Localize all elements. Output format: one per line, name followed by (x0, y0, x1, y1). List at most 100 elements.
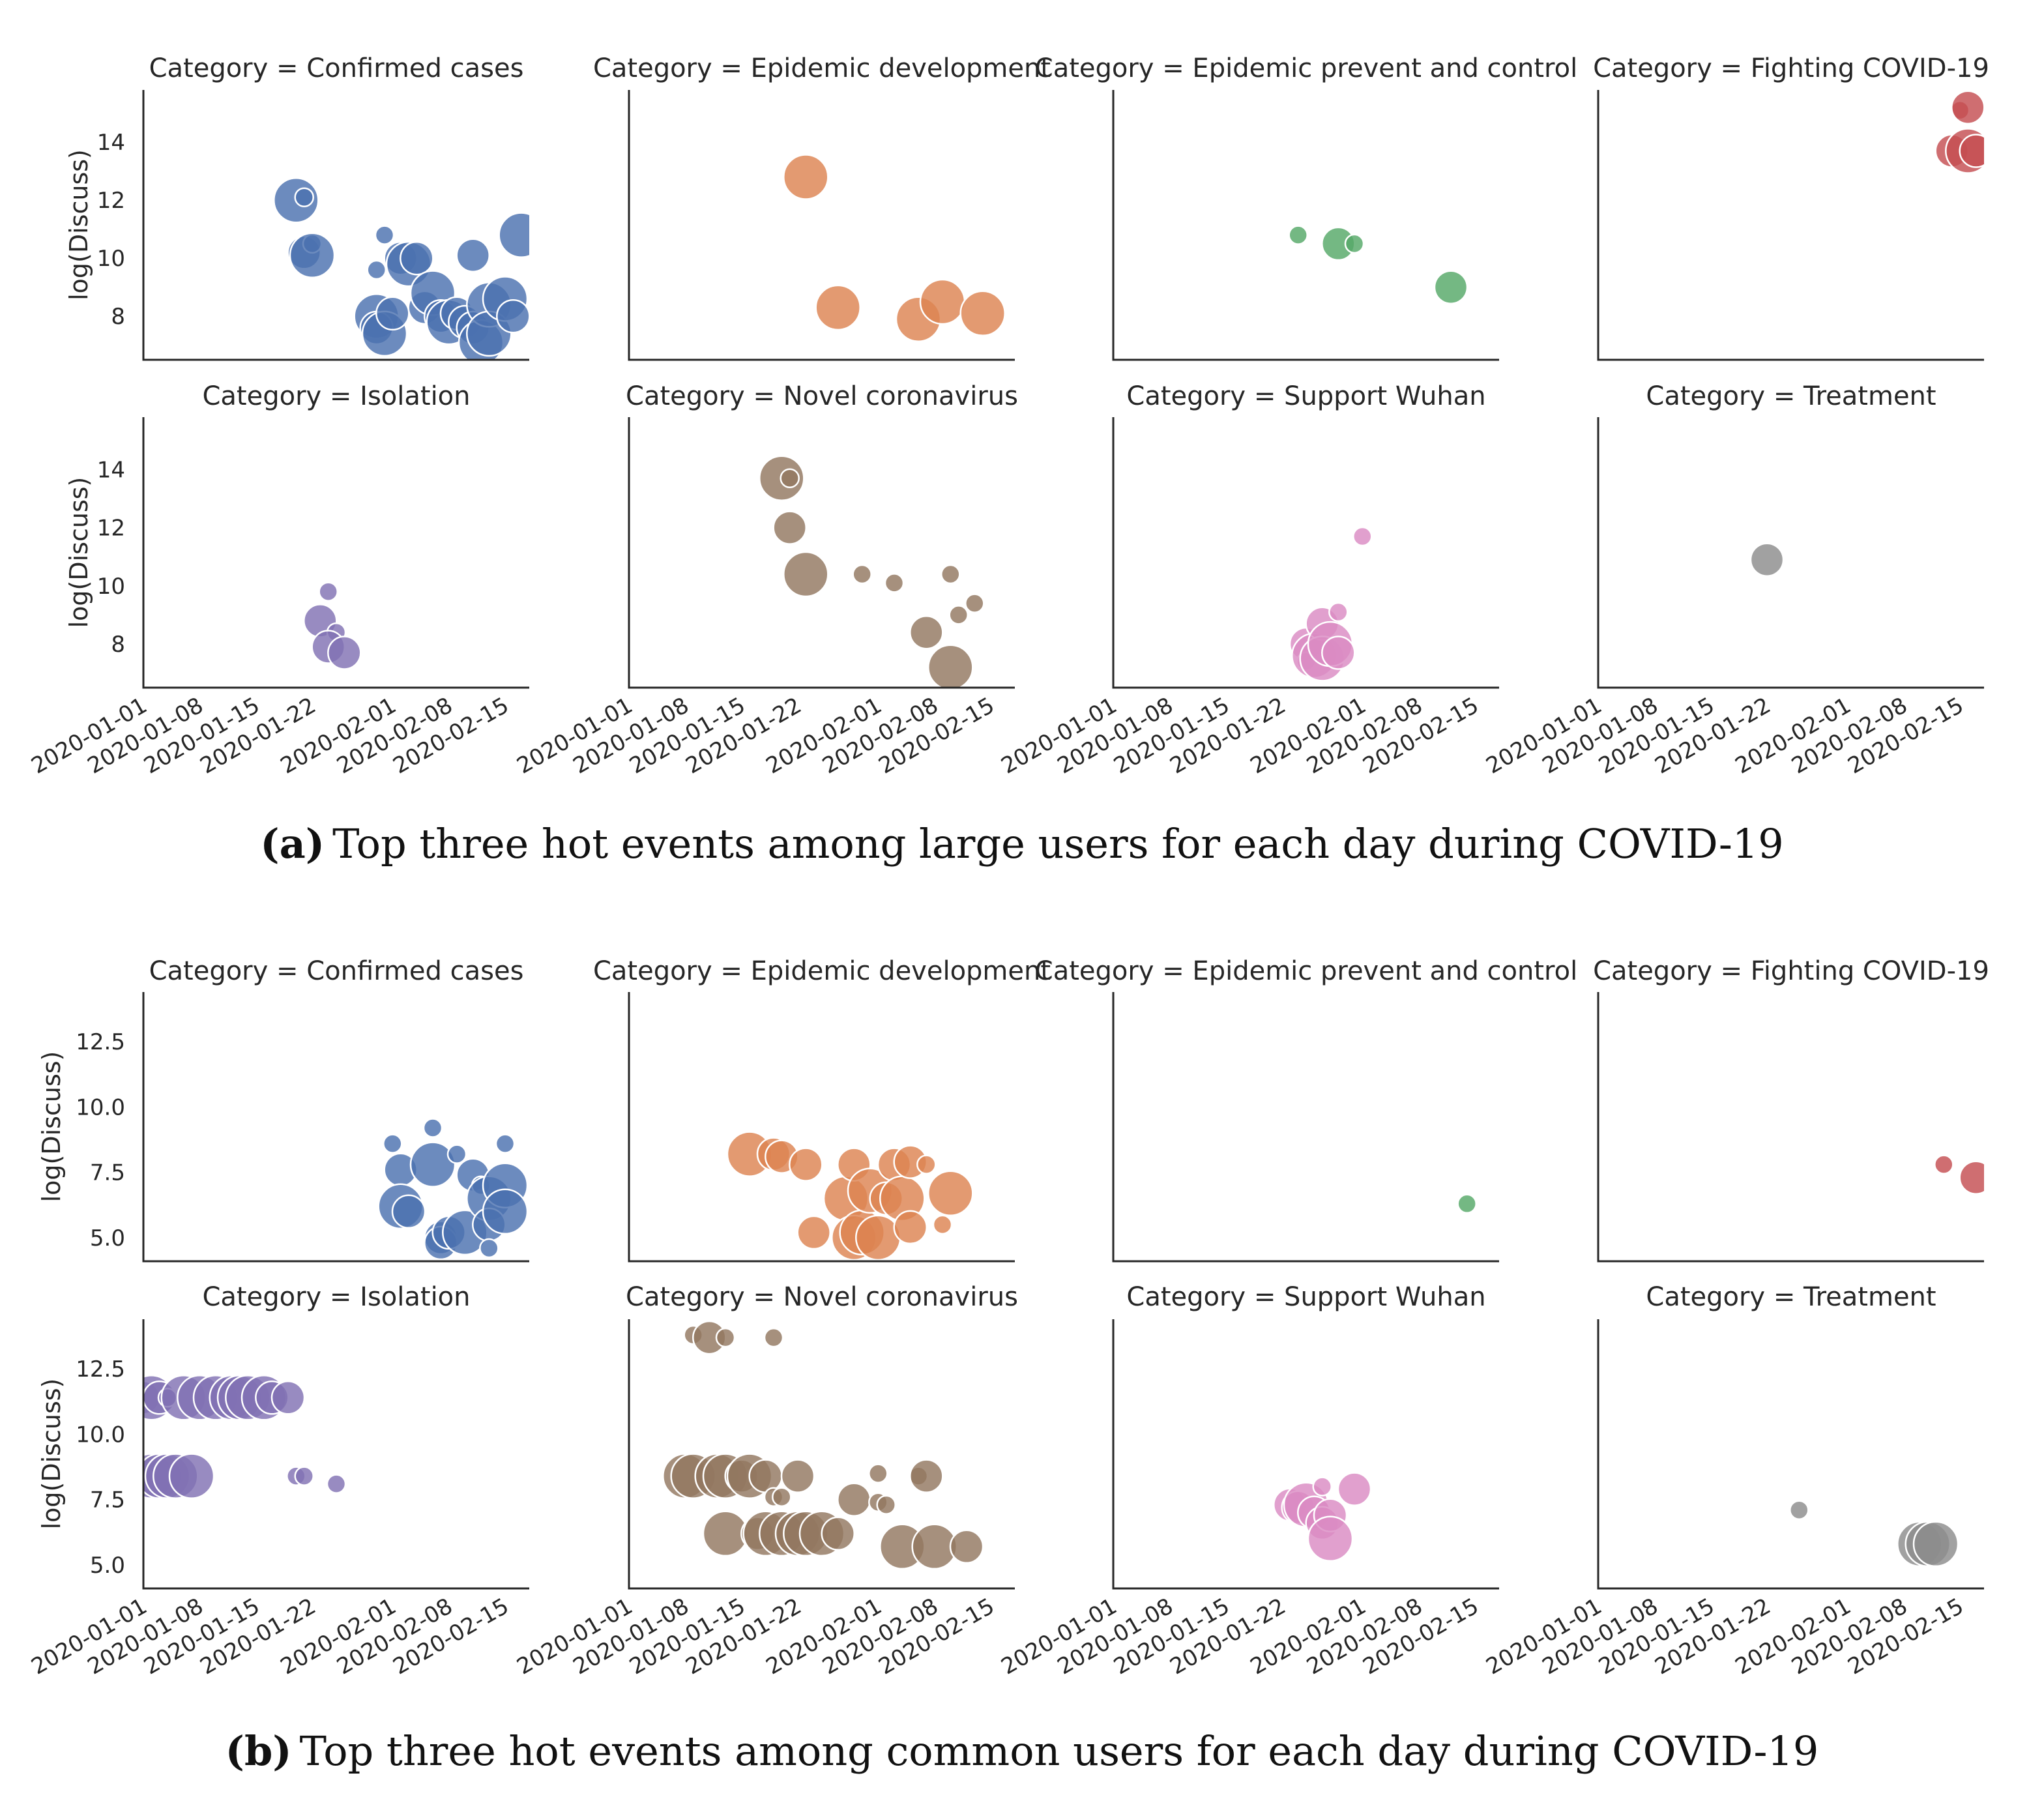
data-point (909, 615, 944, 650)
markers (303, 581, 362, 670)
panel-row2-col0: Category = Confirmed cases 5.0 7.5 10.0 12.5… (37, 956, 529, 1263)
data-point (375, 296, 410, 331)
y-tick-label: 12.5 (76, 1029, 125, 1055)
caption-b-letter: (b) (226, 1727, 292, 1775)
caption-a: (a) Top three hot events among large user… (260, 820, 1783, 868)
axis-spines (628, 1319, 1015, 1590)
y-tick-label: 10 (97, 246, 125, 272)
data-point (422, 1118, 443, 1138)
panel-row3-col2: Category = Support Wuhan2020-01-012020-0… (997, 1282, 1499, 1680)
panel-title: Category = Isolation (202, 381, 470, 411)
panel-title: Category = Epidemic development (593, 53, 1051, 83)
data-point (482, 1188, 529, 1235)
data-point (780, 1459, 815, 1493)
panel-title: Category = Novel coronavirus (626, 381, 1018, 411)
axis-spines (1112, 1319, 1499, 1590)
y-axis-label: log(Discuss) (37, 1379, 66, 1530)
axis-spines (628, 90, 1015, 361)
panel-title: Category = Confirmed cases (149, 956, 524, 986)
data-point (959, 290, 1006, 337)
markers (1789, 1500, 1959, 1568)
panel-title: Category = Isolation (202, 1282, 470, 1312)
panel-row1-col0: Category = Isolation8101214log(Discuss)2… (27, 381, 529, 780)
panel-row3-col0: Category = Isolation 5.0 7.5 10.0 12.5 log(Di… (27, 1282, 529, 1680)
data-point (715, 1327, 736, 1348)
data-point (446, 1144, 467, 1164)
data-point (893, 1210, 927, 1245)
y-tick-label: 10.0 (76, 1094, 125, 1120)
y-tick-label: 10 (97, 574, 125, 600)
panel-row0-col2: Category = Epidemic prevent and control (1035, 53, 1577, 361)
data-point (916, 1154, 937, 1175)
data-point (1352, 526, 1373, 547)
data-point (748, 1459, 783, 1493)
y-tick-label: 12 (97, 188, 125, 214)
data-point (391, 1194, 426, 1229)
data-point (374, 225, 395, 245)
data-point (1288, 225, 1308, 245)
data-point (327, 636, 362, 670)
data-point (1321, 636, 1356, 670)
y-tick-label: 7.5 (90, 1487, 125, 1513)
panel-row2-col1: Category = Epidemic development (593, 956, 1051, 1263)
markers (273, 177, 529, 360)
data-point (909, 1459, 944, 1493)
y-axis-label: log(Discuss) (65, 477, 93, 628)
axis-spines (1597, 1319, 1984, 1590)
panel-row0-col1: Category = Epidemic development (593, 53, 1051, 361)
axis-spines (142, 1319, 529, 1590)
y-tick-label: 12.5 (76, 1356, 125, 1382)
data-point (815, 284, 861, 331)
data-point (318, 581, 338, 602)
data-point (1951, 90, 1984, 124)
axis-spines (1597, 90, 1984, 361)
data-point (772, 510, 807, 545)
markers (1289, 526, 1373, 682)
panel-title: Category = Treatment (1646, 1282, 1936, 1312)
y-tick-label: 8 (111, 304, 125, 330)
markers (726, 1131, 974, 1261)
data-point (1959, 1160, 1984, 1195)
data-point (289, 232, 336, 278)
data-point (498, 212, 529, 258)
data-point (1328, 602, 1349, 622)
data-point (1457, 1193, 1477, 1214)
data-point (821, 1516, 855, 1551)
markers (1273, 1472, 1372, 1562)
data-point (456, 238, 490, 272)
y-axis-label: log(Discuss) (65, 149, 93, 300)
panel-row1-col1: Category = Novel coronavirus2020-01-0120… (512, 381, 1018, 780)
data-point (479, 1238, 499, 1259)
data-point (884, 573, 905, 593)
data-point (837, 1482, 871, 1517)
axis-spines (142, 90, 529, 361)
markers (1288, 225, 1468, 304)
data-point (949, 1529, 984, 1564)
markers (1749, 542, 1785, 577)
panel-title: Category = Fighting COVID-19 (1593, 956, 1989, 986)
data-point (763, 1327, 784, 1348)
axis-spines (628, 417, 1015, 689)
panel-row2-col3: Category = Fighting COVID-19 (1593, 956, 1989, 1263)
data-point (789, 1147, 823, 1182)
data-point (780, 468, 800, 488)
data-point (366, 259, 387, 280)
data-point (868, 1463, 888, 1483)
panel-row1-col3: Category = Treatment2020-01-012020-01-08… (1482, 381, 1984, 780)
data-point (1344, 233, 1365, 254)
y-tick-label: 8 (111, 632, 125, 658)
axis-spines (1112, 90, 1499, 361)
data-point (855, 1214, 901, 1261)
data-point (409, 1141, 456, 1188)
markers (1457, 1193, 1477, 1214)
data-point (1934, 1154, 1954, 1175)
axis-spines (142, 992, 529, 1263)
y-tick-label: 10.0 (76, 1422, 125, 1448)
data-point (919, 278, 966, 325)
panel-row3-col1: Category = Novel coronavirus2020-01-0120… (512, 1282, 1018, 1680)
panel-row0-col3: Category = Fighting COVID-19 (1593, 53, 1989, 361)
caption-b-text: Top three hot events among common users … (300, 1727, 1819, 1775)
panel-row1-col2: Category = Support Wuhan2020-01-012020-0… (997, 381, 1499, 780)
data-point (400, 241, 434, 276)
